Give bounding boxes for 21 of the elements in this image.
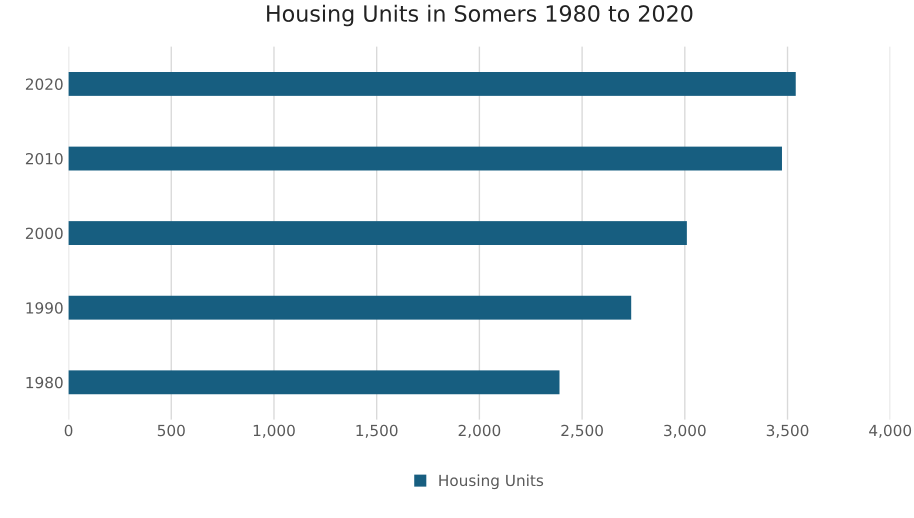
x-tick-label: 0: [64, 424, 72, 436]
x-tick-label: 3,500: [766, 424, 808, 438]
y-tick-label: 2010: [26, 152, 63, 165]
legend-label: Housing Units: [439, 474, 544, 490]
x-tick-label: 1,500: [356, 424, 398, 438]
bar: [68, 296, 632, 320]
x-tick-label: 4,000: [869, 424, 912, 438]
y-tick-label: 2000: [26, 228, 63, 240]
y-tick-label: 1980: [26, 376, 63, 388]
bar: [68, 146, 782, 170]
chart-title: Housing Units in Somers 1980 to 2020: [267, 4, 692, 26]
y-tick-label: 1990: [26, 302, 63, 314]
x-tick-label: 2,500: [561, 424, 603, 438]
x-tick-label: 3,000: [664, 424, 706, 438]
bar: [68, 72, 796, 96]
bar: [68, 221, 687, 246]
y-tick-label: 2020: [26, 78, 63, 90]
x-tick-label: 500: [158, 424, 185, 436]
x-tick-label: 2,000: [458, 424, 500, 438]
bar: [68, 370, 560, 394]
x-tick-label: 1,000: [254, 424, 295, 438]
